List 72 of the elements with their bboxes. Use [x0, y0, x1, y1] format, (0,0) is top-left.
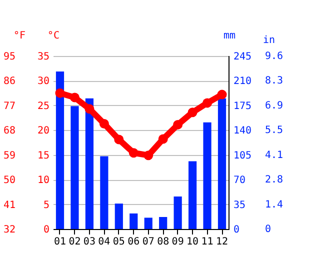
y2-tick-label: 175: [234, 100, 252, 112]
y-tick-label: 25: [37, 100, 50, 112]
y3-tick-label: 95: [3, 52, 16, 62]
x-tick-label: 11: [201, 236, 214, 248]
point: [55, 88, 65, 98]
x-tick-label: 01: [54, 236, 66, 248]
text: 9.6: [265, 51, 284, 62]
y-tick-label: 5: [43, 200, 50, 211]
x-tick-label: 08: [157, 236, 170, 248]
y2-tick-label: 245: [234, 52, 252, 62]
y3-tick-label: 59: [3, 150, 16, 162]
text: 4.1: [265, 150, 284, 161]
x-tick-label: 09: [172, 236, 184, 248]
text: 1.4: [265, 199, 284, 210]
point: [144, 150, 154, 160]
point: [188, 108, 198, 118]
y-tick-label: 30: [37, 76, 50, 88]
bar: [56, 72, 64, 229]
bar: [159, 216, 168, 229]
text: in: [262, 35, 276, 46]
point: [99, 118, 109, 128]
y2-tick-label: 70: [234, 175, 246, 186]
x-tick-label: 04: [98, 236, 110, 248]
point: [217, 90, 227, 100]
y-tick-label: 15: [37, 150, 50, 162]
point: [114, 134, 124, 144]
text: 5.5: [265, 125, 284, 136]
y-tick-label: 20: [37, 126, 50, 137]
text: 0: [265, 224, 272, 235]
y2-axis-title: mm: [223, 30, 236, 42]
bar: [85, 98, 94, 229]
y-axis-title: °C: [47, 30, 60, 42]
x-tick-label: 03: [83, 236, 96, 248]
x-tick-label: 10: [186, 236, 199, 248]
y3-tick-label: 41: [3, 200, 16, 211]
y3-tick-label: 86: [3, 76, 16, 88]
bar: [100, 156, 108, 229]
point: [128, 148, 138, 158]
y3-tick-label: 77: [3, 100, 16, 112]
y-tick-label: 0: [43, 224, 50, 236]
bar: [114, 204, 123, 229]
x-tick-label: 06: [128, 236, 140, 248]
x-tick-label: 02: [68, 236, 81, 248]
point: [173, 120, 183, 130]
y2-tick-label: 35: [234, 200, 246, 211]
y3-tick-label: 50: [3, 175, 16, 186]
bar: [188, 161, 197, 229]
point: [70, 92, 80, 102]
bar: [203, 122, 212, 229]
point: [158, 134, 168, 144]
y-tick-label: 35: [37, 52, 50, 62]
y2-tick-label: 140: [234, 126, 252, 137]
x-tick-label: 07: [142, 236, 154, 248]
y3-tick-label: 32: [3, 224, 16, 236]
x-tick-label: 05: [112, 236, 125, 248]
bar: [130, 213, 138, 229]
text: 2.8: [265, 174, 284, 186]
bar: [144, 218, 152, 229]
y-tick-label: 10: [37, 175, 50, 186]
x-tick-label: 12: [216, 236, 228, 248]
y2-tick-label: 210: [234, 76, 252, 88]
bar: [174, 196, 182, 229]
point: [202, 98, 212, 108]
y3-tick-label: 68: [3, 126, 16, 137]
bar: [70, 106, 79, 229]
text: 6.9: [265, 100, 284, 112]
y2-tick-label: 105: [234, 150, 252, 162]
y3-axis-title: °F: [13, 30, 26, 42]
point: [84, 104, 94, 114]
text: 8.3: [265, 76, 284, 87]
bar: [218, 98, 226, 229]
y2-tick-label: 0: [234, 224, 240, 236]
